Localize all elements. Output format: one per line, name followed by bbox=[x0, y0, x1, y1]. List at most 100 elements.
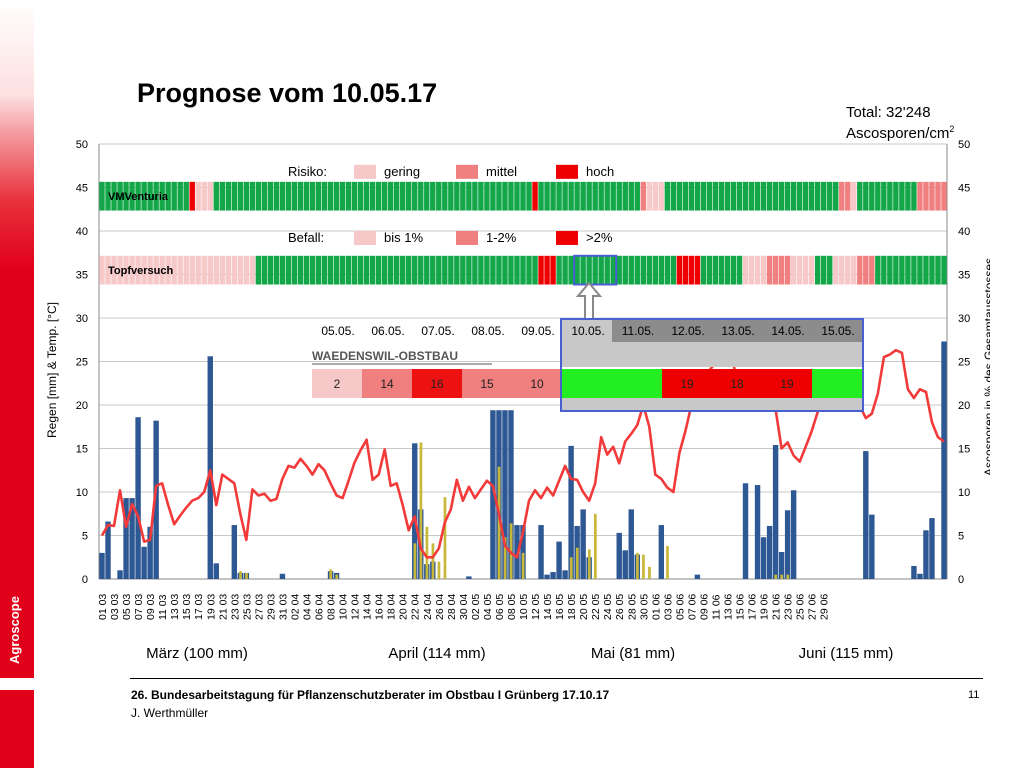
x-tick-label: 26 04 bbox=[434, 594, 446, 620]
legend-swatch bbox=[354, 164, 376, 179]
spore-bar bbox=[636, 552, 639, 579]
spore-bar bbox=[431, 543, 435, 579]
spore-bar bbox=[437, 561, 441, 579]
risk-cell bbox=[261, 255, 268, 285]
table-value-cell bbox=[612, 369, 662, 398]
risk-cell bbox=[147, 255, 153, 285]
risk-cell bbox=[520, 255, 526, 285]
spore-bar bbox=[413, 543, 417, 579]
risk-cell bbox=[821, 181, 827, 211]
y-tick-label-right: 35 bbox=[958, 270, 970, 282]
risk-cell bbox=[845, 181, 851, 211]
risk-cell bbox=[165, 255, 171, 285]
spore-bar bbox=[419, 442, 423, 579]
stripe-label: VMVenturia bbox=[108, 191, 169, 203]
risk-cell bbox=[345, 181, 352, 211]
risk-cell bbox=[941, 255, 947, 285]
risk-cell bbox=[508, 255, 514, 285]
y-tick-label-right: 25 bbox=[958, 357, 970, 369]
risk-cell bbox=[682, 181, 689, 211]
spore-bar bbox=[335, 574, 339, 579]
rain-bar bbox=[772, 445, 779, 579]
risk-cell bbox=[183, 255, 189, 285]
y-tick-label-right: 0 bbox=[958, 574, 964, 586]
spore-bar bbox=[239, 571, 242, 579]
x-tick-label: 27 06 bbox=[807, 594, 819, 620]
table-value: 2 bbox=[334, 377, 341, 391]
rain-bar bbox=[568, 445, 574, 579]
risk-cell bbox=[183, 181, 189, 211]
legend-swatch bbox=[456, 164, 478, 179]
risk-cell bbox=[748, 255, 755, 285]
risk-cell bbox=[105, 255, 111, 285]
risk-cell bbox=[490, 255, 496, 285]
y-tick-label: 25 bbox=[76, 357, 88, 369]
risk-cell bbox=[833, 255, 839, 285]
table-date-header: 05.05. bbox=[321, 324, 354, 338]
total-value: Total: 32'248 bbox=[846, 104, 931, 121]
table-date-header: 14.05. bbox=[771, 324, 804, 338]
risk-cell bbox=[857, 255, 863, 285]
risk-cell bbox=[400, 255, 406, 285]
x-tick-label: 18 05 bbox=[566, 594, 578, 620]
risk-cell bbox=[472, 255, 478, 285]
risk-cell bbox=[502, 181, 508, 211]
table-station-bg bbox=[562, 342, 862, 367]
risk-cell bbox=[929, 255, 935, 285]
risk-cell bbox=[827, 255, 833, 285]
x-tick-label: 22 05 bbox=[590, 594, 602, 620]
y-tick-label: 45 bbox=[76, 183, 88, 195]
x-tick-label: 04 05 bbox=[482, 594, 494, 620]
risk-cell bbox=[135, 255, 141, 285]
risk-cell bbox=[333, 181, 340, 211]
risk-cell bbox=[676, 181, 683, 211]
risk-cell bbox=[875, 181, 881, 211]
risk-cell bbox=[821, 255, 827, 285]
rain-bar bbox=[911, 565, 917, 579]
risk-cell bbox=[610, 255, 616, 285]
x-tick-label: 21 06 bbox=[771, 594, 783, 620]
risk-cell bbox=[688, 181, 695, 211]
x-tick-label: 18 04 bbox=[386, 594, 398, 620]
rain-bar bbox=[538, 525, 544, 579]
x-tick-label: 02 04 bbox=[289, 594, 301, 620]
risk-cell bbox=[670, 255, 677, 285]
y-tick-label-right: 50 bbox=[958, 139, 970, 151]
risk-cell bbox=[345, 255, 352, 285]
risk-cell bbox=[309, 181, 316, 211]
risk-cell bbox=[153, 255, 159, 285]
table-value-cell bbox=[362, 369, 412, 398]
legend-label: >2% bbox=[586, 230, 613, 245]
risk-cell bbox=[454, 181, 460, 211]
x-tick-label: 01 06 bbox=[650, 594, 662, 620]
x-tick-label: 25 03 bbox=[241, 594, 253, 620]
x-tick-label: 15 06 bbox=[735, 594, 747, 620]
table-date-header: 13.05. bbox=[721, 324, 754, 338]
rain-bar bbox=[929, 518, 935, 579]
risk-cell bbox=[231, 255, 238, 285]
risk-cell bbox=[718, 255, 725, 285]
table-date-header: 09.05. bbox=[521, 324, 554, 338]
y-tick-label: 40 bbox=[76, 226, 88, 238]
spore-bar bbox=[780, 574, 784, 579]
risk-cell bbox=[634, 181, 640, 211]
unit-superscript: 2 bbox=[949, 124, 955, 134]
rain-bars bbox=[99, 341, 947, 579]
risk-cell bbox=[935, 181, 941, 211]
risk-cell bbox=[213, 181, 219, 211]
risk-cell bbox=[634, 255, 640, 285]
rain-bar bbox=[616, 532, 622, 579]
risk-cell bbox=[303, 255, 310, 285]
rain-bar bbox=[129, 498, 135, 579]
rain-bar bbox=[941, 341, 947, 579]
table-value-cell bbox=[762, 369, 812, 398]
month-label: April (114 mm) bbox=[388, 645, 485, 662]
table-date-header: 06.05. bbox=[371, 324, 404, 338]
table-value: 19 bbox=[680, 377, 694, 391]
rain-bar bbox=[869, 514, 875, 579]
risk-cell bbox=[327, 255, 334, 285]
risk-cell bbox=[790, 255, 797, 285]
risk-cell bbox=[279, 181, 286, 211]
risk-cell bbox=[694, 181, 701, 211]
risk-cell bbox=[526, 181, 532, 211]
